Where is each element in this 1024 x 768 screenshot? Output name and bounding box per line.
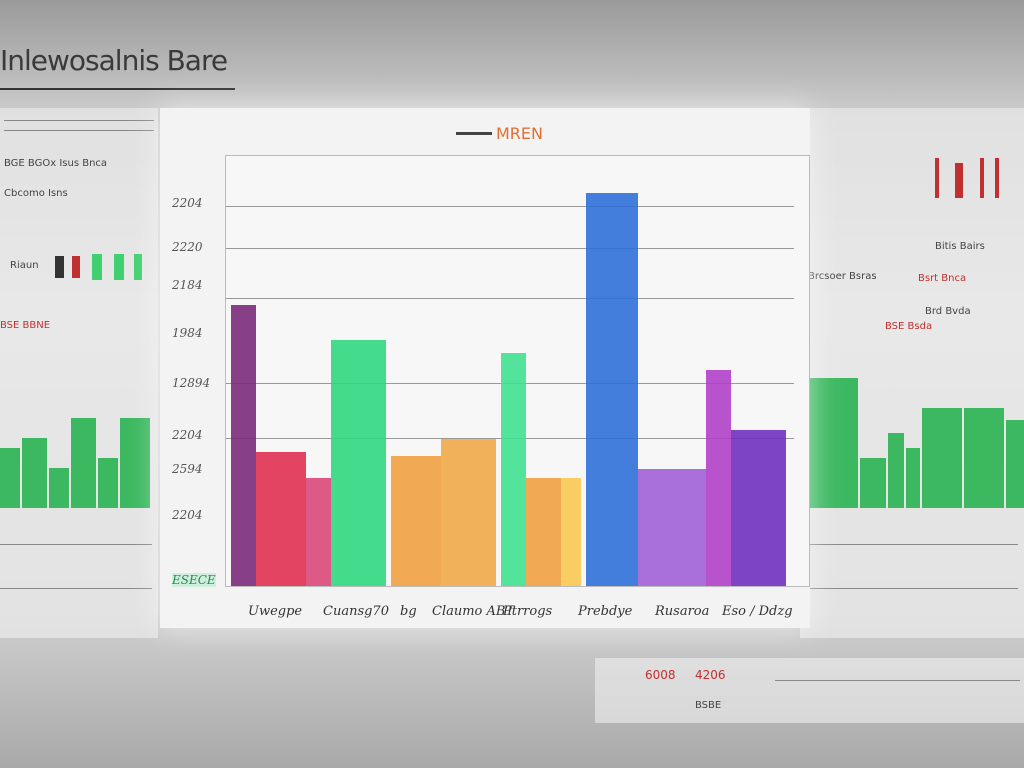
bar (231, 305, 256, 586)
bar (501, 352, 526, 586)
bar (706, 370, 731, 586)
right-label: BSE Bsda (885, 321, 933, 332)
right-label: Brcsoer Bsras (808, 271, 877, 282)
left-label: Riaun (10, 260, 39, 271)
bar (561, 478, 581, 586)
legend-swatch (456, 132, 492, 135)
x-tick-label: Uwegpe (248, 604, 303, 619)
right-label: Bsrt Bnca (918, 273, 967, 284)
x-tick-label: Ptrrogs (503, 604, 553, 619)
right-panel: Bitis Bairs Brcsoer Bsras Bsrt Bnca Brd … (800, 108, 1024, 638)
right-label: Brd Bvda (925, 306, 971, 317)
right-mini-chart (808, 368, 1024, 508)
y-tick-label: 2204 (172, 428, 203, 442)
x-tick-label: Claumo ABT (432, 604, 515, 619)
y-tick-label: 2204 (172, 196, 203, 210)
left-label: BSE BBNE (0, 320, 51, 331)
right-label: Bitis Bairs (935, 241, 985, 252)
bar (256, 452, 306, 586)
bottom-label: BSBE (695, 700, 722, 711)
x-tick-label: Prebdye (578, 604, 633, 619)
bar (638, 469, 706, 586)
x-tick-label: Eso / Ddzg (722, 604, 793, 619)
bottom-panel: 6008 4206 BSBE (595, 658, 1024, 723)
bottom-value: 6008 (645, 668, 676, 682)
bar (731, 430, 786, 586)
plot-area (225, 155, 810, 587)
bottom-value: 4206 (695, 668, 726, 682)
bar (526, 478, 561, 586)
title-divider (0, 88, 235, 90)
y-tick-label: ESECE (172, 573, 216, 587)
bar (586, 192, 638, 586)
y-tick-label: 1984 (172, 326, 203, 340)
left-label: Cbcomo Isns (4, 188, 68, 199)
x-tick-label: Rusaroa (655, 604, 710, 619)
bar (391, 456, 441, 586)
left-label: BGE BGOx Isus Bnca (4, 158, 108, 169)
bar (331, 339, 386, 586)
bar (441, 439, 496, 586)
y-tick-label: 2594 (172, 462, 203, 476)
legend: MREN (456, 124, 543, 143)
left-mini-chart (0, 408, 152, 508)
bar (306, 478, 331, 586)
page-title: Inlewosalnis Bare (0, 44, 228, 77)
x-tick-label: Cuansg70 (323, 604, 389, 619)
y-tick-label: 2184 (172, 278, 203, 292)
legend-label: MREN (496, 124, 543, 143)
x-tick-label: bg (400, 604, 417, 619)
y-tick-label: 2220 (172, 240, 203, 254)
left-panel: BGE BGOx Isus Bnca Cbcomo Isns Riaun BSE… (0, 108, 158, 638)
y-tick-label: 12894 (172, 376, 211, 390)
y-tick-label: 2204 (172, 508, 203, 522)
